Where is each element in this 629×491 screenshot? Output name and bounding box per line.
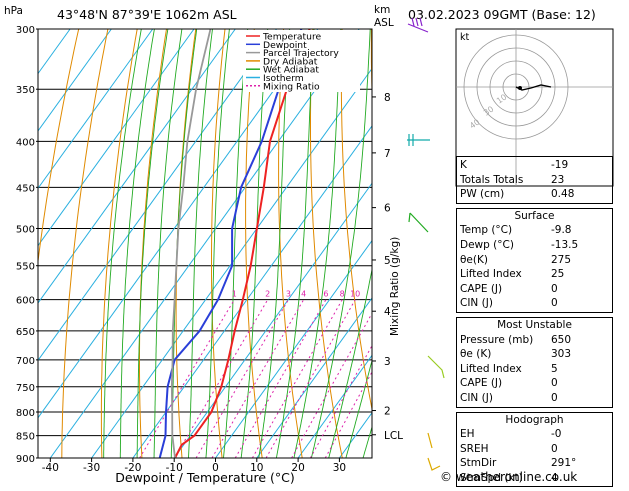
most-unstable-box: Most Unstable Pressure (mb)650 θe (K)303…	[456, 317, 613, 408]
isotherm-line	[50, 29, 359, 458]
height-km-label: 3	[384, 356, 391, 368]
wind-barb	[407, 134, 430, 146]
index-pw-row: PW (cm)0.48	[460, 187, 609, 202]
pressure-tick-label: 900	[16, 454, 35, 465]
wet-adiabat-line	[224, 29, 248, 458]
dry-adiabat-line	[62, 29, 108, 458]
wind-barb	[428, 433, 440, 470]
isotherm-line	[9, 29, 318, 458]
mixing-ratio-axis-label: Mixing Ratio (g/kg)	[389, 237, 401, 336]
height-unit-asl-label: ASL	[374, 17, 394, 29]
mixing-ratio-label: 3	[286, 290, 291, 299]
temperature-tick-label: 30	[333, 462, 346, 474]
wind-barb	[409, 213, 428, 232]
pressure-tick-label: 750	[16, 383, 35, 394]
mu-row: CIN (J)0	[460, 391, 609, 406]
mixing-ratio-label: 4	[301, 290, 306, 299]
pressure-tick-label: 700	[16, 356, 35, 367]
surface-row: θe(K)275	[460, 253, 609, 268]
isotherm-line	[0, 29, 235, 458]
lcl-label: LCL	[384, 430, 403, 442]
mixing-ratio-label: 6	[323, 290, 328, 299]
surface-row: CIN (J)0	[460, 296, 609, 311]
wind-barb-icon	[428, 356, 444, 378]
location-title: 43°48'N 87°39'E 1062m ASL	[57, 7, 237, 22]
temperature-tick-label: -30	[83, 462, 100, 474]
mixing-ratio-line	[140, 300, 235, 458]
mixing-ratio-label: 2	[265, 290, 270, 299]
mixing-ratio-label: 25	[406, 290, 416, 299]
pressure-tick-label: 500	[16, 224, 35, 235]
temperature-tick-label: -40	[42, 462, 59, 474]
isotherm-line	[174, 29, 483, 458]
height-km-label: 6	[384, 203, 391, 215]
pressure-tick-label: 400	[16, 137, 35, 148]
height-km-label: 8	[384, 92, 391, 104]
pressure-tick-label: 600	[16, 296, 35, 307]
wet-adiabat-line	[276, 29, 314, 458]
pressure-tick-label: 300	[16, 25, 35, 36]
footer-credit[interactable]: © weatheronline.co.uk	[440, 470, 577, 484]
isotherm-line	[0, 29, 70, 458]
wet-adiabat-line	[363, 29, 466, 458]
pressure-tick-label: 350	[16, 85, 35, 96]
mixing-ratio-label: 8	[340, 290, 345, 299]
pressure-tick-label: 450	[16, 183, 35, 194]
pressure-tick-label: 550	[16, 262, 35, 273]
wet-adiabat-line	[189, 29, 213, 458]
wind-barb	[428, 356, 444, 378]
mixing-ratio-label: 10	[350, 290, 360, 299]
height-km-label: 7	[384, 148, 391, 160]
surface-title: Surface	[460, 209, 609, 224]
surface-row: CAPE (J)0	[460, 282, 609, 297]
surface-row: Temp (°C)-9.8	[460, 223, 609, 238]
mixing-ratio-label: 1	[232, 290, 237, 299]
height-km-label: 2	[384, 406, 391, 418]
x-axis-label: Dewpoint / Temperature (°C)	[115, 470, 294, 485]
mu-row: CAPE (J)0	[460, 376, 609, 391]
wind-barb-icon	[409, 213, 428, 232]
wind-barb-icon	[428, 433, 440, 470]
hodograph-table-title: Hodograph	[460, 413, 609, 428]
hodo-row: EH-0	[460, 427, 609, 442]
surface-row: Dewp (°C)-13.5	[460, 238, 609, 253]
dry-adiabat-line	[279, 29, 303, 458]
pressure-tick-label: 800	[16, 408, 35, 419]
mixing-ratio-line	[266, 300, 355, 458]
legend-item: Mixing Ratio	[263, 81, 320, 92]
mu-row: Pressure (mb)650	[460, 333, 609, 348]
height-unit-label: km	[374, 4, 390, 16]
wet-adiabat-line	[311, 29, 370, 458]
most-unstable-title: Most Unstable	[460, 318, 609, 333]
surface-box: Surface Temp (°C)-9.8 Dewp (°C)-13.5 θe(…	[456, 208, 613, 313]
mixing-ratio-label: 15	[374, 290, 384, 299]
pressure-tick-label: 650	[16, 327, 35, 338]
hodograph-point	[518, 86, 522, 90]
pressure-tick-label: 850	[16, 432, 35, 443]
hodograph-unit-label: kt	[460, 32, 470, 43]
dry-adiabat-line	[341, 29, 382, 458]
dry-adiabat-line	[401, 29, 463, 458]
index-k-row: K-19	[460, 158, 609, 173]
mu-row: θe (K)303	[460, 347, 609, 362]
y-axis-label: hPa	[4, 5, 23, 17]
wet-adiabat-line	[171, 29, 197, 458]
wet-adiabat-line	[294, 29, 341, 458]
datetime-title: 03.02.2023 09GMT (Base: 12)	[408, 7, 596, 22]
wind-barb-icon	[407, 134, 430, 146]
